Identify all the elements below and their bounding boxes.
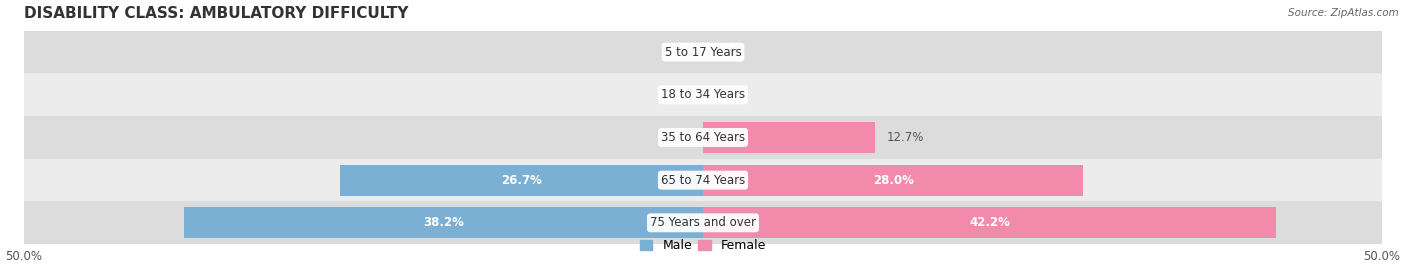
Text: 65 to 74 Years: 65 to 74 Years: [661, 174, 745, 187]
Text: 0.0%: 0.0%: [714, 88, 744, 101]
Bar: [184, 207, 703, 238]
Text: DISABILITY CLASS: AMBULATORY DIFFICULTY: DISABILITY CLASS: AMBULATORY DIFFICULTY: [24, 6, 409, 20]
Text: 35 to 64 Years: 35 to 64 Years: [661, 131, 745, 144]
Text: 0.0%: 0.0%: [714, 46, 744, 59]
Legend: Male, Female: Male, Female: [636, 235, 770, 257]
Bar: [703, 207, 1277, 238]
Bar: [340, 165, 703, 196]
Bar: [24, 73, 1382, 116]
Text: 18 to 34 Years: 18 to 34 Years: [661, 88, 745, 101]
Text: 75 Years and over: 75 Years and over: [650, 216, 756, 229]
Text: 0.0%: 0.0%: [662, 46, 692, 59]
Text: 26.7%: 26.7%: [502, 174, 543, 187]
Text: Source: ZipAtlas.com: Source: ZipAtlas.com: [1288, 8, 1399, 18]
Text: 0.0%: 0.0%: [662, 88, 692, 101]
Bar: [24, 201, 1382, 244]
Bar: [703, 165, 1083, 196]
Text: 38.2%: 38.2%: [423, 216, 464, 229]
Text: 5 to 17 Years: 5 to 17 Years: [665, 46, 741, 59]
Text: 28.0%: 28.0%: [873, 174, 914, 187]
Bar: [24, 159, 1382, 201]
Text: 42.2%: 42.2%: [969, 216, 1010, 229]
Text: 12.7%: 12.7%: [886, 131, 924, 144]
Bar: [703, 122, 876, 153]
Bar: [24, 116, 1382, 159]
Text: 0.0%: 0.0%: [662, 131, 692, 144]
Bar: [24, 31, 1382, 73]
